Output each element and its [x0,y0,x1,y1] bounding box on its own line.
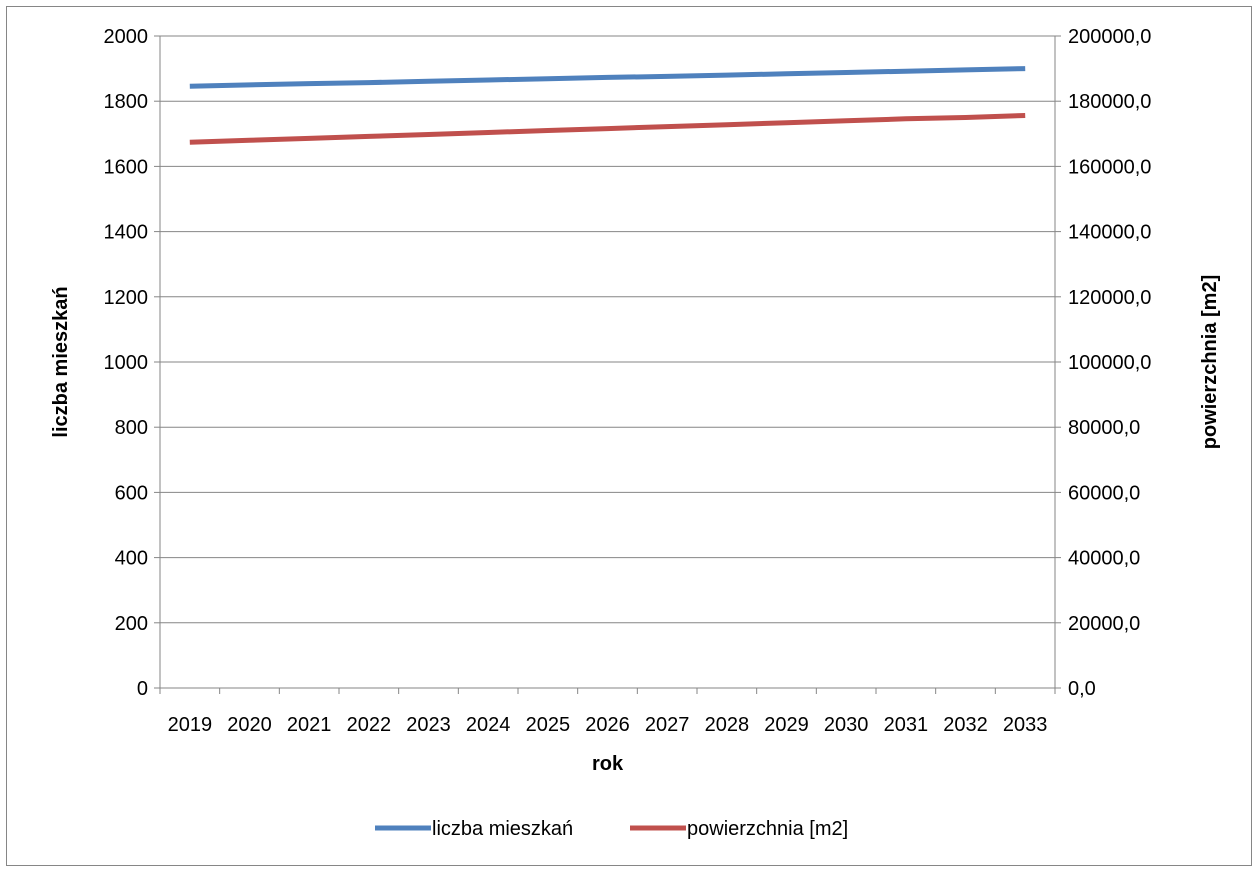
legend-label: liczba mieszkań [432,818,573,840]
y2-tick-label: 160000,0 [1068,156,1151,178]
y2-tick-label: 120000,0 [1068,287,1151,309]
y2-tick-label: 60000,0 [1068,482,1140,504]
x-tick-label: 2021 [287,714,332,736]
y2-axis-title: powierzchnia [m2] [1199,275,1221,449]
series-lines [189,66,1026,145]
y2-tick-label: 140000,0 [1068,222,1151,244]
y-tick-label: 1200 [104,287,149,309]
x-tick-label: 2033 [1003,714,1048,736]
x-tick-label: 2022 [347,714,392,736]
y2-tick-label: 0,0 [1068,678,1096,700]
x-tick-label: 2028 [705,714,750,736]
y-tick-label: 400 [115,548,148,570]
axes [154,35,1061,694]
y-tick-label: 1000 [104,352,149,374]
x-tick-label: 2026 [585,714,630,736]
y2-tick-label: 20000,0 [1068,613,1140,635]
x-tick-label: 2023 [406,714,451,736]
y-tick-label: 1600 [104,156,149,178]
legend: liczba mieszkań powierzchnia [m2] [375,818,848,840]
x-tick-label: 2031 [884,714,929,736]
x-tick-label: 2030 [824,714,869,736]
x-axis-title: rok [592,753,624,775]
x-tick-label: 2025 [526,714,571,736]
series-line [189,66,1026,89]
tick-labels: 02004006008001000120014001600180020000,0… [104,26,1152,736]
chart-frame [6,6,1252,866]
y2-tick-label: 80000,0 [1068,417,1140,439]
y2-tick-label: 40000,0 [1068,548,1140,570]
y2-tick-label: 100000,0 [1068,352,1151,374]
y-tick-label: 0 [137,678,148,700]
x-tick-label: 2027 [645,714,690,736]
y2-tick-label: 200000,0 [1068,26,1151,48]
x-tick-label: 2019 [168,714,213,736]
x-tick-label: 2020 [227,714,272,736]
y-tick-label: 800 [115,417,148,439]
y-axis-title: liczba mieszkań [50,286,72,437]
y-tick-label: 2000 [104,26,149,48]
gridlines [160,35,1055,624]
y-tick-label: 600 [115,482,148,504]
legend-label: powierzchnia [m2] [687,818,848,840]
series-line [189,113,1026,145]
y2-tick-label: 180000,0 [1068,91,1151,113]
y-tick-label: 200 [115,613,148,635]
y-tick-label: 1400 [104,222,149,244]
y-tick-label: 1800 [104,91,149,113]
x-tick-label: 2024 [466,714,511,736]
x-tick-label: 2032 [943,714,988,736]
x-tick-label: 2029 [764,714,809,736]
